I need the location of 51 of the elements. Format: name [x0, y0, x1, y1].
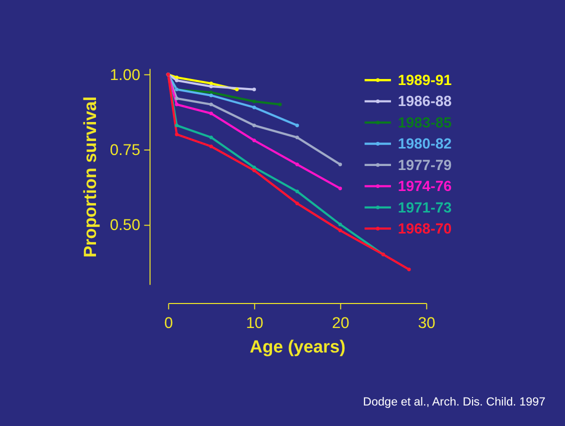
point [252, 168, 256, 172]
point [338, 186, 342, 190]
point [252, 100, 256, 104]
point [338, 222, 342, 226]
point [252, 106, 256, 110]
point [338, 228, 342, 232]
legend-label: 1986-88 [398, 94, 452, 110]
point [209, 90, 213, 94]
point [209, 94, 213, 98]
point [338, 162, 342, 166]
point [295, 136, 299, 140]
point [235, 88, 239, 92]
point [209, 112, 213, 116]
legend-label: 1977-79 [398, 158, 452, 174]
point [174, 76, 179, 80]
point [209, 102, 213, 106]
x-tick-label: 0 [164, 314, 174, 332]
legend-label: 1971-73 [398, 200, 452, 216]
point [209, 136, 213, 140]
point [174, 132, 179, 136]
point [252, 138, 256, 142]
point [174, 78, 179, 82]
x-tick-label: 10 [246, 314, 264, 332]
point [295, 162, 299, 166]
y-tick-label: 0.75 [110, 142, 141, 159]
point [295, 124, 299, 128]
point [209, 82, 213, 86]
point [252, 166, 256, 170]
point [295, 202, 299, 206]
point [252, 124, 256, 128]
y-tick-label: 1.00 [110, 66, 141, 84]
point [209, 144, 213, 148]
point [252, 88, 256, 92]
point [174, 96, 179, 100]
y-axis-title: Proportion survival [80, 96, 100, 258]
point [407, 268, 411, 272]
point [295, 190, 299, 194]
legend-label: 1980-82 [398, 136, 452, 153]
point [278, 102, 282, 106]
point [174, 124, 179, 128]
x-tick-label: 20 [332, 314, 350, 332]
x-tick-label: 30 [418, 314, 436, 332]
y-tick-label: 0.50 [110, 216, 141, 234]
legend-label: 1968-70 [398, 221, 452, 238]
point [209, 84, 213, 88]
legend-label: 1974-76 [398, 179, 452, 196]
legend-label: 1989-91 [398, 73, 452, 90]
x-axis-title: Age (years) [250, 336, 346, 356]
text: Dodge et al., Arch. Dis. Child. 1997 [363, 396, 546, 409]
legend-label: 1983-85 [398, 115, 452, 132]
point [174, 102, 179, 106]
